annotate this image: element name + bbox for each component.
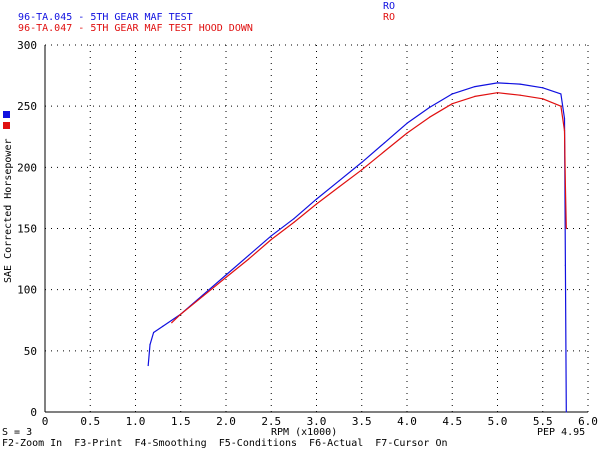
data-point <box>563 117 566 119</box>
y-tick-label: 200 <box>17 161 37 174</box>
data-point <box>563 130 566 132</box>
data-point <box>496 92 499 94</box>
data-point <box>519 83 521 85</box>
red-series-swatch <box>3 122 10 129</box>
y-tick-label: 300 <box>17 39 37 52</box>
legend-entry-2: 96-TA.047 - 5TH GEAR MAF TEST HOOD DOWN <box>6 12 253 34</box>
legend-sep-2: - <box>78 23 85 34</box>
data-point <box>474 85 476 88</box>
data-point <box>406 122 408 124</box>
y-tick-label: 150 <box>17 223 37 236</box>
chart-axes <box>44 45 588 413</box>
pep-readout: PEP 4.95 <box>537 427 586 438</box>
data-point <box>542 98 544 100</box>
axis-ticks: 0 0.5 1.0 1.5 2.0 2.5 3.0 3.5 4.0 4.5 5.0 5.5 6.0 0 50… <box>17 39 598 428</box>
data-point <box>451 93 453 95</box>
data-point <box>153 331 155 334</box>
x-tick-label: 0.5 <box>80 415 100 428</box>
data-point <box>406 132 408 134</box>
chart-series <box>147 82 567 413</box>
series-2 <box>171 92 567 324</box>
function-key-bar[interactable]: F2-Zoom In F3-Print F4-Smoothing F5-Cond… <box>2 438 448 449</box>
data-point <box>338 180 340 182</box>
data-point <box>361 161 363 164</box>
data-point <box>248 254 250 257</box>
legend-desc-1: 5TH GEAR MAF TEST <box>90 12 193 23</box>
x-axis-label: RPM (x1000) <box>271 427 338 438</box>
data-point <box>315 198 318 200</box>
data-point <box>451 103 453 105</box>
data-point <box>361 169 363 171</box>
data-point <box>560 93 562 95</box>
legend-run-2: 96-TA.047 <box>18 23 73 34</box>
data-point <box>225 276 227 279</box>
data-point <box>560 105 562 107</box>
x-tick-label: 6.0 <box>578 415 598 428</box>
x-tick-label: 1.0 <box>126 415 146 428</box>
data-point <box>338 186 340 188</box>
data-point <box>315 203 318 205</box>
data-point <box>429 106 431 108</box>
data-point <box>564 264 566 266</box>
smoothing-readout: S = 3 <box>2 427 33 438</box>
series-1 <box>147 82 567 413</box>
data-point <box>180 313 182 315</box>
y-tick-label: 100 <box>17 284 37 297</box>
x-tick-label: 3.5 <box>352 415 372 428</box>
legend-tag-1: RO <box>383 1 396 12</box>
data-point <box>225 274 227 276</box>
data-point <box>293 218 295 220</box>
y-axis-label: SAE Corrected Horsepower <box>3 138 14 284</box>
data-point <box>564 185 566 187</box>
x-tick-label: 4.5 <box>442 415 462 428</box>
x-tick-label: 0 <box>42 415 49 428</box>
data-point <box>149 344 151 346</box>
x-tick-label: 3.0 <box>307 415 327 428</box>
data-point <box>270 235 272 237</box>
data-point <box>162 325 164 327</box>
legend-entry-1: 96-TA.045 - 5TH GEAR MAF TEST <box>6 1 193 23</box>
x-tick-label: 2.5 <box>261 415 281 428</box>
data-point <box>147 364 149 367</box>
data-point <box>429 116 431 118</box>
data-point <box>474 95 476 97</box>
chart-grid <box>45 44 589 412</box>
legend-desc-2: 5TH GEAR MAF TEST HOOD DOWN <box>90 23 253 34</box>
data-point <box>519 94 521 96</box>
x-tick-label: 5.0 <box>488 415 508 428</box>
data-point <box>383 150 385 153</box>
data-point <box>383 142 385 144</box>
data-point <box>248 258 250 260</box>
y-tick-label: 0 <box>30 406 37 419</box>
x-tick-label: 2.0 <box>216 415 236 428</box>
data-point <box>496 82 499 84</box>
data-point <box>202 295 204 297</box>
data-point <box>542 87 544 89</box>
data-point <box>565 227 567 230</box>
x-tick-label: 5.5 <box>533 415 553 428</box>
legend-run-1: 96-TA.045 <box>18 12 73 23</box>
y-tick-label: 250 <box>17 100 37 113</box>
legend-tag-2: RO <box>383 12 396 23</box>
data-point <box>565 411 567 413</box>
data-point <box>293 221 295 223</box>
series-line-2 <box>171 92 567 324</box>
data-point <box>171 322 173 324</box>
y-tick-label: 50 <box>24 345 37 358</box>
series-line-1 <box>147 82 567 413</box>
x-tick-label: 4.0 <box>397 415 417 428</box>
blue-series-swatch <box>3 111 10 118</box>
legend-sep-1: - <box>78 12 85 23</box>
data-point <box>270 238 272 241</box>
x-tick-label: 1.5 <box>171 415 191 428</box>
